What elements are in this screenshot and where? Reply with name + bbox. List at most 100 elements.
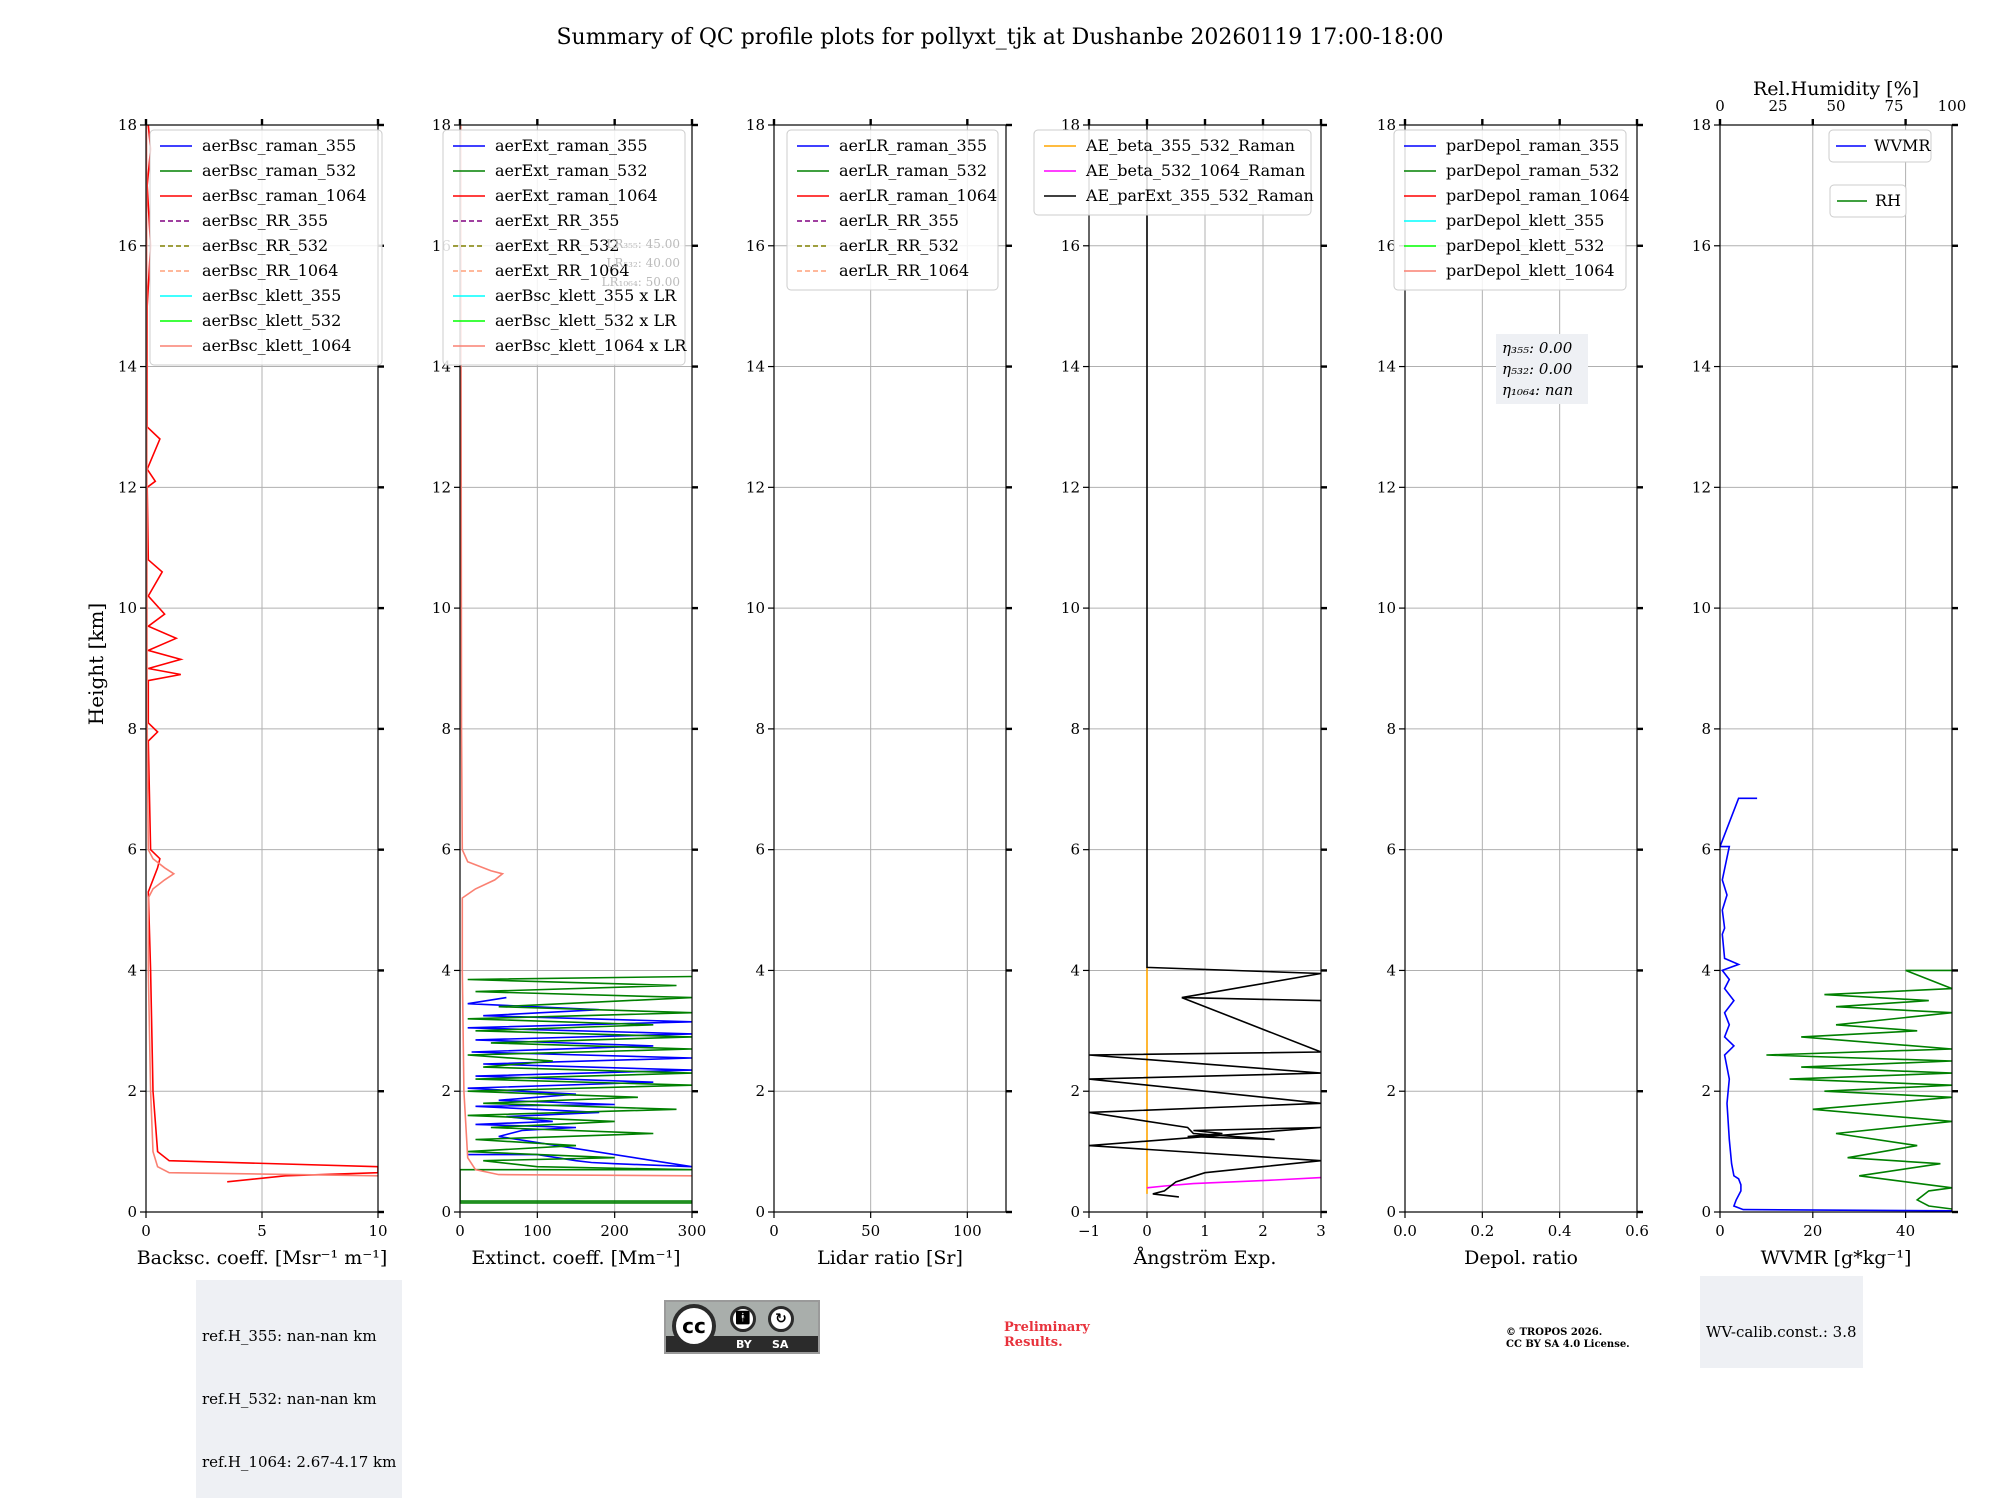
x-tick-label: 0 — [455, 1222, 465, 1240]
y-tick-label: 14 — [746, 358, 765, 376]
ref-h-355: ref.H_355: nan-nan km — [202, 1327, 377, 1345]
y-tick-label: 0 — [1701, 1203, 1711, 1221]
panel-depol: 0 2 4 6 8 10 12 14 16 18 0.0 0.2 0.4 0.6 Depol. ratio p… — [1377, 116, 1649, 1269]
x-tick-label: 100 — [523, 1222, 552, 1240]
by-label: BY — [736, 1338, 752, 1351]
x-tick-label: 10 — [368, 1222, 387, 1240]
legend-entry: aerLR_raman_1064 — [839, 186, 997, 205]
x-tick-label: 300 — [678, 1222, 707, 1240]
y-tick-label: 10 — [746, 599, 765, 617]
y-tick-label: 10 — [432, 599, 451, 617]
eta-value: η₃₅₅: 0.00 — [1502, 339, 1573, 357]
series-line-aerBsc_raman_1064 — [146, 125, 378, 1183]
y-tick-label: 16 — [1692, 237, 1711, 255]
y-tick-label: 0 — [127, 1203, 137, 1221]
y-tick-label: 4 — [1386, 961, 1396, 979]
y-tick-label: 4 — [441, 961, 451, 979]
x-axis-label: Depol. ratio — [1464, 1247, 1578, 1269]
legend-box — [1033, 129, 1312, 216]
legend-box — [1829, 184, 1907, 218]
sa-label: SA — [772, 1338, 789, 1351]
cc-license-badge: cc 🚹︎ ↻ BY SA — [664, 1300, 820, 1354]
y-tick-label: 6 — [441, 841, 451, 859]
y-tick-label: 4 — [1701, 961, 1711, 979]
legend: parDepol_raman_355 parDepol_raman_532 parD… — [1393, 129, 1630, 291]
x-tick-label: 0.4 — [1548, 1222, 1572, 1240]
legend-entry: aerBsc_klett_532 x LR — [495, 311, 677, 330]
y-tick-label: 8 — [1386, 720, 1396, 738]
y-tick-label: 12 — [1692, 478, 1711, 496]
series-line-aerBsc_klett_1064 — [146, 125, 378, 1177]
y-tick-label: 8 — [755, 720, 765, 738]
y-tick-label: 10 — [1061, 599, 1080, 617]
legend-entry: aerExt_RR_355 — [495, 211, 619, 230]
legend-entry: aerBsc_klett_355 — [202, 286, 341, 305]
y-tick-label: 2 — [755, 1082, 765, 1100]
legend-entry: AE_beta_355_532_Raman — [1085, 136, 1295, 155]
legend-entry: aerBsc_klett_355 x LR — [495, 286, 677, 305]
y-tick-label: 4 — [755, 961, 765, 979]
legend-entry: aerLR_raman_355 — [839, 136, 987, 155]
legend-entry: aerBsc_raman_355 — [202, 136, 356, 155]
series-line-WVMR — [1720, 797, 1952, 1212]
copyright-line-2: CC BY SA 4.0 License. — [1506, 1339, 1630, 1350]
top-tick-label: 0 — [1715, 97, 1725, 115]
legend-entry: parDepol_raman_532 — [1446, 161, 1619, 180]
axes-frame — [1404, 124, 1638, 1213]
y-tick-label: 6 — [1386, 841, 1396, 859]
legend-entry: aerBsc_raman_1064 — [202, 186, 367, 205]
legend-entry: parDepol_klett_355 — [1446, 211, 1604, 230]
y-tick-label: 8 — [1070, 720, 1080, 738]
x-tick-label: 5 — [257, 1222, 267, 1240]
x-tick-label: 3 — [1316, 1222, 1326, 1240]
y-tick-label: 6 — [1701, 841, 1711, 859]
x-axis-label: WVMR [g*kg⁻¹] — [1761, 1247, 1912, 1269]
legend-entry: parDepol_raman_355 — [1446, 136, 1619, 155]
attribution-person-icon: 🚹︎ — [730, 1306, 756, 1332]
y-tick-label: 6 — [127, 841, 137, 859]
y-tick-label: 16 — [1061, 237, 1080, 255]
legend-entry: aerExt_RR_1064 — [495, 261, 630, 280]
x-tick-label: 1 — [1200, 1222, 1210, 1240]
y-tick-label: 10 — [118, 599, 137, 617]
y-tick-label: 16 — [746, 237, 765, 255]
x-tick-label: 50 — [861, 1222, 880, 1240]
top-tick-label: 75 — [1884, 97, 1903, 115]
share-alike-icon: ↻ — [768, 1306, 794, 1332]
legend-box — [149, 129, 383, 366]
copyright-note: © TROPOS 2026. CC BY SA 4.0 License. — [1506, 1327, 1630, 1351]
series-line-aerExt_raman_355 — [467, 996, 692, 1168]
series-line-AE_beta_532_1064_Raman — [1146, 1176, 1321, 1189]
y-tick-label: 6 — [1070, 841, 1080, 859]
x-tick-label: 20 — [1803, 1222, 1822, 1240]
x-tick-label: 0 — [1142, 1222, 1152, 1240]
y-tick-label: 0 — [441, 1203, 451, 1221]
y-tick-label: 18 — [118, 116, 137, 134]
legend-entry: aerBsc_RR_1064 — [202, 261, 338, 280]
legend-entry: aerBsc_klett_1064 x LR — [495, 336, 687, 355]
y-tick-label: 0 — [1386, 1203, 1396, 1221]
legend-entry: aerExt_raman_532 — [495, 161, 648, 180]
x-tick-label: 0.2 — [1470, 1222, 1494, 1240]
y-tick-label: 18 — [1692, 116, 1711, 134]
y-tick-label: 6 — [755, 841, 765, 859]
y-tick-label: 4 — [127, 961, 137, 979]
y-tick-label: 18 — [1377, 116, 1396, 134]
legend: aerExt_raman_355 aerExt_raman_532 aerExt_r… — [442, 129, 687, 366]
legend-rh: RH — [1829, 184, 1907, 218]
y-tick-label: 2 — [1386, 1082, 1396, 1100]
axes-frame — [1719, 124, 1953, 1213]
y-axis-label: Height [km] — [84, 603, 108, 725]
legend-entry: parDepol_klett_532 — [1446, 236, 1604, 255]
top-tick-label: 50 — [1826, 97, 1845, 115]
x-axis-label: Backsc. coeff. [Msr⁻¹ m⁻¹] — [137, 1247, 388, 1269]
preliminary-results-note: Preliminary Results. — [1004, 1320, 1090, 1350]
legend-entry: aerLR_RR_532 — [839, 236, 959, 255]
legend-entry: aerExt_raman_1064 — [495, 186, 658, 205]
lr-note: LR₃₅₅: 45.00 — [606, 237, 680, 251]
legend-entry: parDepol_klett_1064 — [1446, 261, 1615, 280]
x-axis-label: Lidar ratio [Sr] — [817, 1247, 963, 1269]
